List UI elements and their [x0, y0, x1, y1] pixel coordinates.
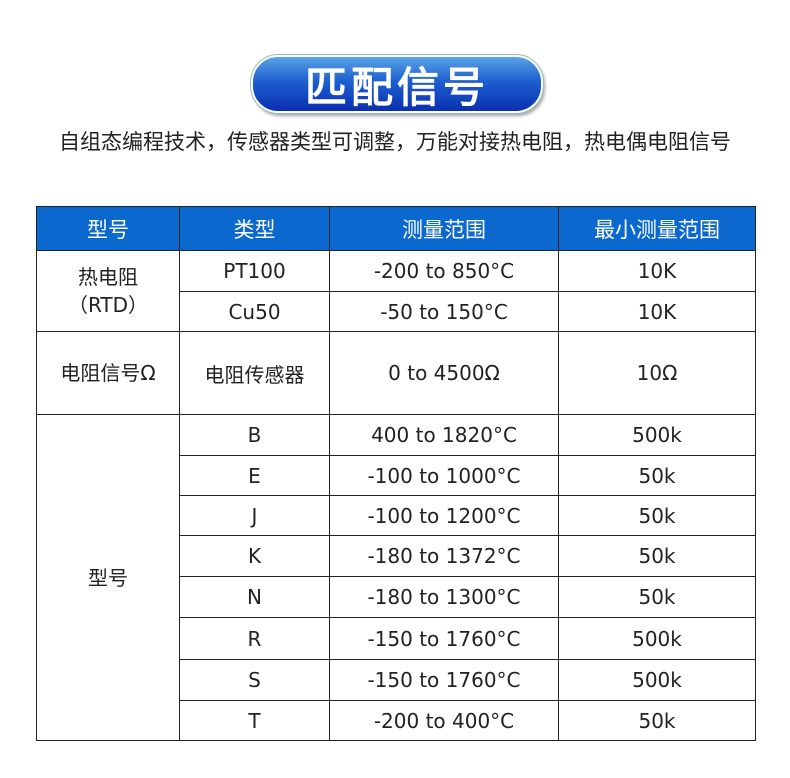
- cell-min-range: 10Ω: [558, 331, 756, 415]
- cell-type: R: [179, 617, 330, 660]
- cell-min-range: 500k: [558, 659, 756, 701]
- cell-range: -180 to 1300°C: [329, 576, 559, 618]
- table-row: K -180 to 1372°C 50k: [37, 535, 756, 577]
- cell-type: N: [179, 576, 330, 618]
- table-header-row: 型号 类型 测量范围 最小测量范围: [36, 206, 756, 251]
- table-row: T -200 to 400°C 50k: [37, 700, 756, 741]
- table-row: Cu50 -50 to 150°C 10K: [37, 291, 756, 332]
- cell-type: B: [179, 414, 330, 456]
- cell-range: -100 to 1000°C: [329, 455, 559, 496]
- cell-min-range: 10K: [558, 291, 756, 332]
- table-row: 型号 B 400 to 1820°C 500k: [36, 414, 756, 741]
- cell-type: K: [179, 535, 330, 577]
- cell-range: -100 to 1200°C: [329, 495, 559, 536]
- title-badge: 匹配信号: [250, 54, 544, 114]
- signal-table: 型号 类型 测量范围 最小测量范围 热电阻 （RTD） PT100 -200 to …: [36, 206, 756, 741]
- header-range: 测量范围: [329, 206, 559, 251]
- table-row: 热电阻 （RTD） PT100 -200 to 850°C 10K: [36, 250, 756, 332]
- cell-type: J: [179, 495, 330, 536]
- cell-range: -180 to 1372°C: [329, 535, 559, 577]
- cell-range: -50 to 150°C: [329, 291, 559, 332]
- group-label: 电阻信号Ω: [36, 331, 180, 415]
- cell-type: E: [179, 455, 330, 496]
- cell-range: -150 to 1760°C: [329, 617, 559, 660]
- cell-type: 电阻传感器: [179, 331, 330, 415]
- cell-min-range: 50k: [558, 700, 756, 741]
- cell-min-range: 50k: [558, 576, 756, 618]
- cell-min-range: 10K: [558, 250, 756, 292]
- table-row: J -100 to 1200°C 50k: [37, 495, 756, 536]
- group-label: 型号: [36, 414, 180, 741]
- cell-min-range: 500k: [558, 414, 756, 456]
- cell-range: -150 to 1760°C: [329, 659, 559, 701]
- cell-range: -200 to 400°C: [329, 700, 559, 741]
- table-row: R -150 to 1760°C 500k: [37, 617, 756, 660]
- table-row: S -150 to 1760°C 500k: [37, 659, 756, 701]
- cell-min-range: 50k: [558, 455, 756, 496]
- cell-range: -200 to 850°C: [329, 250, 559, 292]
- cell-type: S: [179, 659, 330, 701]
- header-type: 类型: [179, 206, 330, 251]
- table-row: 电阻信号Ω 电阻传感器 0 to 4500Ω 10Ω: [36, 331, 756, 415]
- cell-type: PT100: [179, 250, 330, 292]
- cell-range: 0 to 4500Ω: [329, 331, 559, 415]
- cell-min-range: 50k: [558, 495, 756, 536]
- cell-min-range: 50k: [558, 535, 756, 577]
- cell-type: Cu50: [179, 291, 330, 332]
- cell-type: T: [179, 700, 330, 741]
- group-label: 热电阻 （RTD）: [36, 250, 180, 332]
- header-min-range: 最小测量范围: [558, 206, 756, 251]
- description: 自组态编程技术，传感器类型可调整，万能对接热电阻，热电偶电阻信号: [59, 130, 731, 154]
- cell-min-range: 500k: [558, 617, 756, 660]
- cell-range: 400 to 1820°C: [329, 414, 559, 456]
- header-model: 型号: [36, 206, 180, 251]
